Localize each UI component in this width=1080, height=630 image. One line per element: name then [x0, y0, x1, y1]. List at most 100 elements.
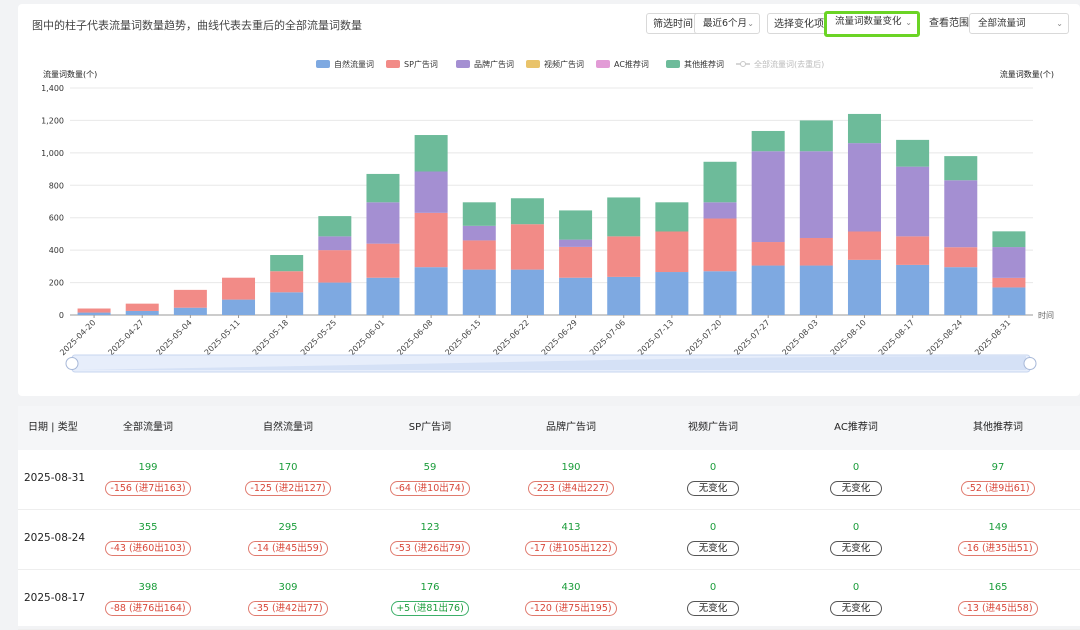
bar-segment [462, 202, 496, 226]
change-badge: -156 (进7出163) [105, 481, 191, 496]
y-axis-right-label: 流量词数量(个) [1000, 69, 1054, 79]
x-tick-label: 2025-06-22 [492, 318, 531, 357]
table-cell: 176 +5 (进81出76) [360, 581, 500, 616]
bar-segment [125, 303, 159, 311]
table-cell: 170 -125 (进2出127) [218, 461, 358, 496]
bar-segment [559, 239, 593, 247]
table-cell: 0 无变化 [786, 461, 926, 496]
bar-segment [270, 292, 304, 315]
table-cell: 413 -17 (进105出122) [501, 521, 641, 556]
change-badge: 无变化 [686, 601, 740, 616]
change-badge: -120 (进75出195) [525, 601, 617, 616]
bar-segment [270, 255, 304, 272]
cell-value: 149 [988, 522, 1008, 533]
bar-segment [992, 277, 1026, 288]
cell-value: 295 [278, 522, 298, 533]
y-tick-label: 1,200 [41, 116, 64, 125]
bar-segment [751, 242, 785, 266]
cell-value: 165 [988, 582, 1008, 593]
bar-segment [222, 299, 256, 315]
change-badge: 无变化 [686, 541, 740, 556]
chevron-down-icon: ⌄ [905, 18, 912, 27]
bar-segment [896, 166, 930, 237]
legend-label: 其他推荐词 [684, 59, 724, 69]
bar-segment [318, 282, 352, 315]
scope-select[interactable]: 全部流量词 ⌄ [969, 13, 1069, 34]
table-cell: 123 -53 (进26出79) [360, 521, 500, 556]
y-tick-label: 200 [49, 279, 64, 288]
change-badge: -125 (进2出127) [245, 481, 331, 496]
column-header: 视频广告词 [688, 422, 738, 433]
table-cell: 309 -35 (进42出77) [218, 581, 358, 616]
row-date: 2025-08-31 [24, 472, 86, 484]
bar-segment [462, 225, 496, 241]
bar-segment [944, 247, 978, 268]
table-cell: 295 -14 (进45出59) [218, 521, 358, 556]
change-item-select[interactable]: 流量词数量变化 ⌄ [824, 11, 920, 37]
cell-value: 0 [852, 522, 860, 533]
table-cell: 199 -156 (进7出163) [78, 461, 218, 496]
x-tick-label: 2025-05-25 [299, 318, 338, 357]
bar-segment [318, 250, 352, 283]
y-tick-label: 400 [49, 246, 64, 255]
bar-segment [607, 197, 641, 237]
x-tick-label: 2025-06-29 [540, 318, 579, 357]
cell-value: 398 [138, 582, 158, 593]
x-tick-label: 2025-07-20 [684, 318, 723, 357]
y-tick-label: 0 [59, 311, 64, 320]
scope-value: 全部流量词 [978, 18, 1026, 29]
bar-segment [847, 113, 881, 144]
zoom-slider-preview [76, 356, 1026, 370]
change-badge: -88 (进76出164) [105, 601, 191, 616]
bar-segment [896, 139, 930, 167]
x-tick-label: 2025-06-08 [395, 318, 434, 357]
x-tick-label: 2025-08-17 [877, 318, 916, 357]
x-tick-label: 2025-04-20 [58, 318, 97, 357]
bar-segment [992, 231, 1026, 248]
bar-segment [559, 210, 593, 240]
bar-segment [799, 237, 833, 266]
y-axis-left-label: 流量词数量(个) [43, 69, 97, 79]
bar-segment [655, 272, 689, 315]
x-tick-label: 2025-08-24 [925, 318, 964, 357]
legend-swatch [596, 60, 610, 68]
table-cell: 398 -88 (进76出164) [78, 581, 218, 616]
table-cell: 59 -64 (进10出74) [360, 461, 500, 496]
zoom-handle-right[interactable] [1023, 357, 1037, 370]
table-cell: 430 -120 (进75出195) [501, 581, 641, 616]
bar-segment [222, 277, 256, 300]
change-badge: -64 (进10出74) [390, 481, 470, 496]
bar-segment [607, 276, 641, 315]
bar-segment [703, 202, 737, 219]
bar-segment [77, 308, 111, 313]
x-tick-label: 2025-07-13 [636, 318, 675, 357]
table-header: 日期 | 类型 全部流量词 自然流量词 SP广告词 品牌广告词 视频广告词 AC推荐词 其他推… [18, 406, 1080, 450]
bar-segment [944, 267, 978, 315]
table-cell: 0 无变化 [786, 581, 926, 616]
x-tick-label: 2025-08-03 [780, 318, 819, 357]
bar-segment [462, 269, 496, 315]
legend-label: 全部流量词(去重后) [754, 59, 824, 69]
bar-segment [318, 216, 352, 237]
filter-time-select[interactable]: 最近6个月 ⌄ [694, 13, 760, 34]
y-tick-label: 800 [49, 181, 64, 190]
zoom-handle-left[interactable] [65, 357, 79, 370]
bar-segment [847, 231, 881, 260]
cell-value: 355 [138, 522, 158, 533]
change-badge: -16 (进35出51) [958, 541, 1038, 556]
bar-segment [318, 236, 352, 251]
x-tick-label: 2025-06-01 [347, 318, 386, 357]
x-tick-label: 2025-08-31 [973, 318, 1012, 357]
x-tick-label: 2025-05-18 [251, 318, 290, 357]
x-tick-label: 2025-05-04 [155, 318, 194, 357]
table-cell: 190 -223 (进4出227) [501, 461, 641, 496]
bar-segment [173, 289, 207, 308]
column-header: 品牌广告词 [546, 422, 596, 433]
column-header: 其他推荐词 [973, 422, 1023, 433]
legend-swatch [386, 60, 400, 68]
row-date: 2025-08-24 [24, 532, 86, 544]
table-cell: 355 -43 (进60出103) [78, 521, 218, 556]
cell-value: 190 [561, 462, 581, 473]
x-tick-label: 2025-04-27 [106, 318, 145, 357]
legend-label: AC推荐词 [614, 59, 649, 69]
